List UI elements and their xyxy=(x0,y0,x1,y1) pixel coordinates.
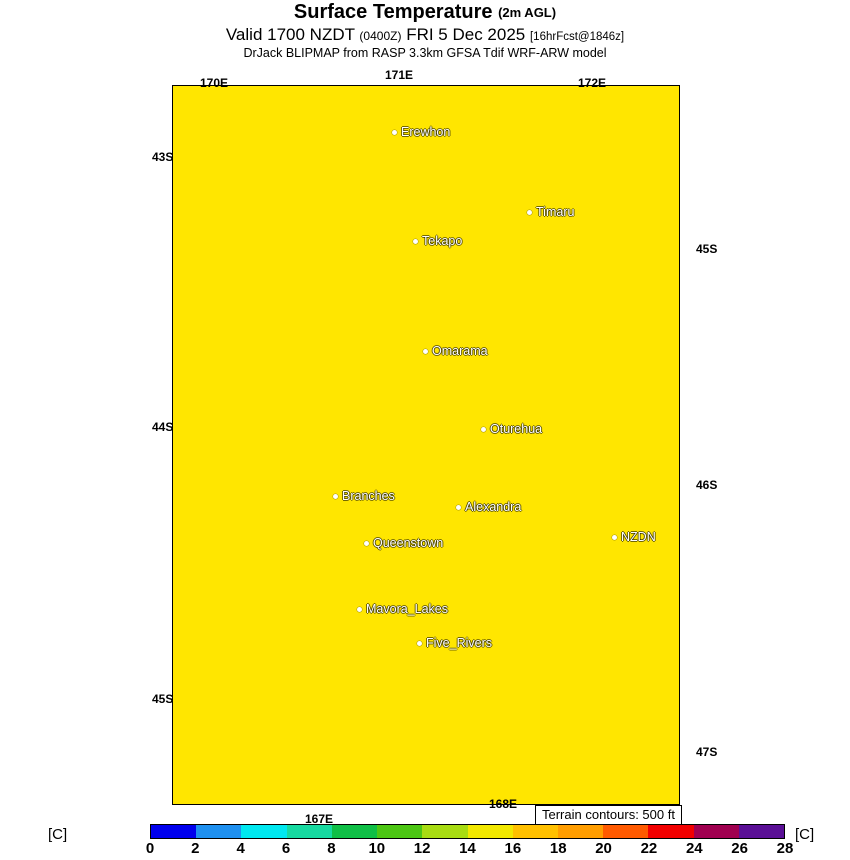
city-marker: Branches xyxy=(333,489,395,503)
colorbar-tick: 6 xyxy=(281,840,291,857)
colorbar-swatch xyxy=(331,825,378,838)
page-title-sub: (2m AGL) xyxy=(498,5,557,20)
city-marker: Timaru xyxy=(527,205,574,219)
colorbar-tick: 0 xyxy=(145,840,155,857)
city-dot-icon xyxy=(417,640,422,646)
city-marker: Oturehua xyxy=(481,422,542,436)
city-label: Mavora_Lakes xyxy=(366,602,448,616)
graticule-label: 170E xyxy=(200,76,229,90)
city-label: Branches xyxy=(342,489,395,503)
colorbar-tick: 22 xyxy=(640,840,658,857)
forecast-hour: [16hrFcst@1846z] xyxy=(529,31,625,43)
colorbar-swatch xyxy=(512,825,558,838)
valid-time: Valid 1700 NZDT xyxy=(225,25,355,44)
colorbar-tick: 12 xyxy=(413,840,431,857)
city-marker: Erewhon xyxy=(392,125,450,139)
colorbar-swatch xyxy=(648,825,694,838)
city-label: Omarama xyxy=(432,344,488,358)
temperature-field-canvas xyxy=(173,86,679,804)
colorbar-swatch xyxy=(286,825,332,838)
city-marker: Queenstown xyxy=(364,536,443,550)
city-dot-icon xyxy=(423,348,428,354)
city-marker: Alexandra xyxy=(456,500,521,514)
colorbar-swatch xyxy=(241,825,287,838)
city-label: Oturehua xyxy=(490,422,543,436)
graticule-label: 47S xyxy=(696,745,718,759)
city-dot-icon xyxy=(357,606,362,612)
valid-time-line: Valid 1700 NZDT (0400Z) FRI 5 Dec 2025 [… xyxy=(0,26,850,44)
city-dot-icon xyxy=(612,534,617,540)
colorbar-swatch xyxy=(377,825,423,838)
city-marker: NZDN xyxy=(612,530,656,544)
colorbar-swatch xyxy=(738,825,785,838)
graticule-label: 44S xyxy=(152,420,174,434)
valid-time-utc: (0400Z) xyxy=(359,29,402,43)
graticule-label: 168E xyxy=(489,797,518,811)
city-marker: Omarama xyxy=(423,344,488,358)
colorbar-tick: 14 xyxy=(459,840,476,857)
colorbar-tick: 10 xyxy=(368,840,386,857)
page-title: Surface Temperature (2m AGL) xyxy=(0,2,850,23)
colorbar-tick: 20 xyxy=(595,840,612,857)
city-dot-icon xyxy=(413,238,418,244)
terrain-contour-legend: Terrain contours: 500 ft xyxy=(535,805,682,825)
graticule-label: 45S xyxy=(152,692,174,706)
colorbar-swatch xyxy=(151,825,197,838)
colorbar-swatch xyxy=(422,825,468,838)
city-label: Five_Rivers xyxy=(426,636,492,650)
colorbar-swatch xyxy=(467,825,513,838)
model-source-line: DrJack BLIPMAP from RASP 3.3km GFSA Tdif… xyxy=(243,45,607,60)
colorbar-swatch xyxy=(603,825,649,838)
city-dot-icon xyxy=(527,209,532,215)
colorbar-tick: 2 xyxy=(191,840,200,857)
city-dot-icon xyxy=(456,504,461,510)
page-title-main: Surface Temperature xyxy=(293,1,493,23)
colorbar-swatch xyxy=(196,825,242,838)
graticule-label: 172E xyxy=(578,76,607,90)
graticule-label: 167E xyxy=(305,812,334,826)
colorbar-tick: 24 xyxy=(685,840,703,857)
colorbar[interactable] xyxy=(150,824,785,839)
city-marker: Five_Rivers xyxy=(417,636,492,650)
colorbar-tick: 18 xyxy=(549,840,567,857)
colorbar-swatch xyxy=(693,825,739,838)
city-dot-icon xyxy=(392,129,397,135)
colorbar-tick: 8 xyxy=(327,840,336,857)
city-dot-icon xyxy=(333,493,338,499)
city-label: NZDN xyxy=(621,530,656,544)
colorbar-tick-labels: 0 2 4 6 8 10 12 14 16 18 20 22 24 26 28 xyxy=(146,840,794,858)
city-label: Tekapo xyxy=(422,234,463,248)
colorbar-tick: 26 xyxy=(731,840,748,857)
city-marker: Tekapo xyxy=(413,234,462,248)
colorbar-tick: 28 xyxy=(776,840,794,857)
city-label: Timaru xyxy=(536,205,575,219)
city-marker: Mavora_Lakes xyxy=(357,602,448,616)
city-label: Erewhon xyxy=(401,125,451,139)
colorbar-swatch xyxy=(557,825,604,838)
city-label: Queenstown xyxy=(373,536,444,550)
temperature-map[interactable] xyxy=(172,85,680,805)
city-dot-icon xyxy=(364,540,369,546)
graticule-label: 43S xyxy=(152,150,174,164)
valid-date: FRI 5 Dec 2025 xyxy=(406,25,526,44)
graticule-label: 46S xyxy=(696,478,718,492)
colorbar-unit-left: [C] xyxy=(48,826,68,843)
colorbar-tick: 16 xyxy=(504,840,522,857)
header-block: Surface Temperature (2m AGL) Valid 1700 … xyxy=(0,2,850,60)
graticule-label: 171E xyxy=(385,68,414,82)
city-label: Alexandra xyxy=(465,500,522,514)
colorbar-unit-right: [C] xyxy=(795,826,815,843)
colorbar-tick: 4 xyxy=(236,840,245,857)
city-dot-icon xyxy=(481,426,486,432)
graticule-label: 45S xyxy=(696,242,718,256)
